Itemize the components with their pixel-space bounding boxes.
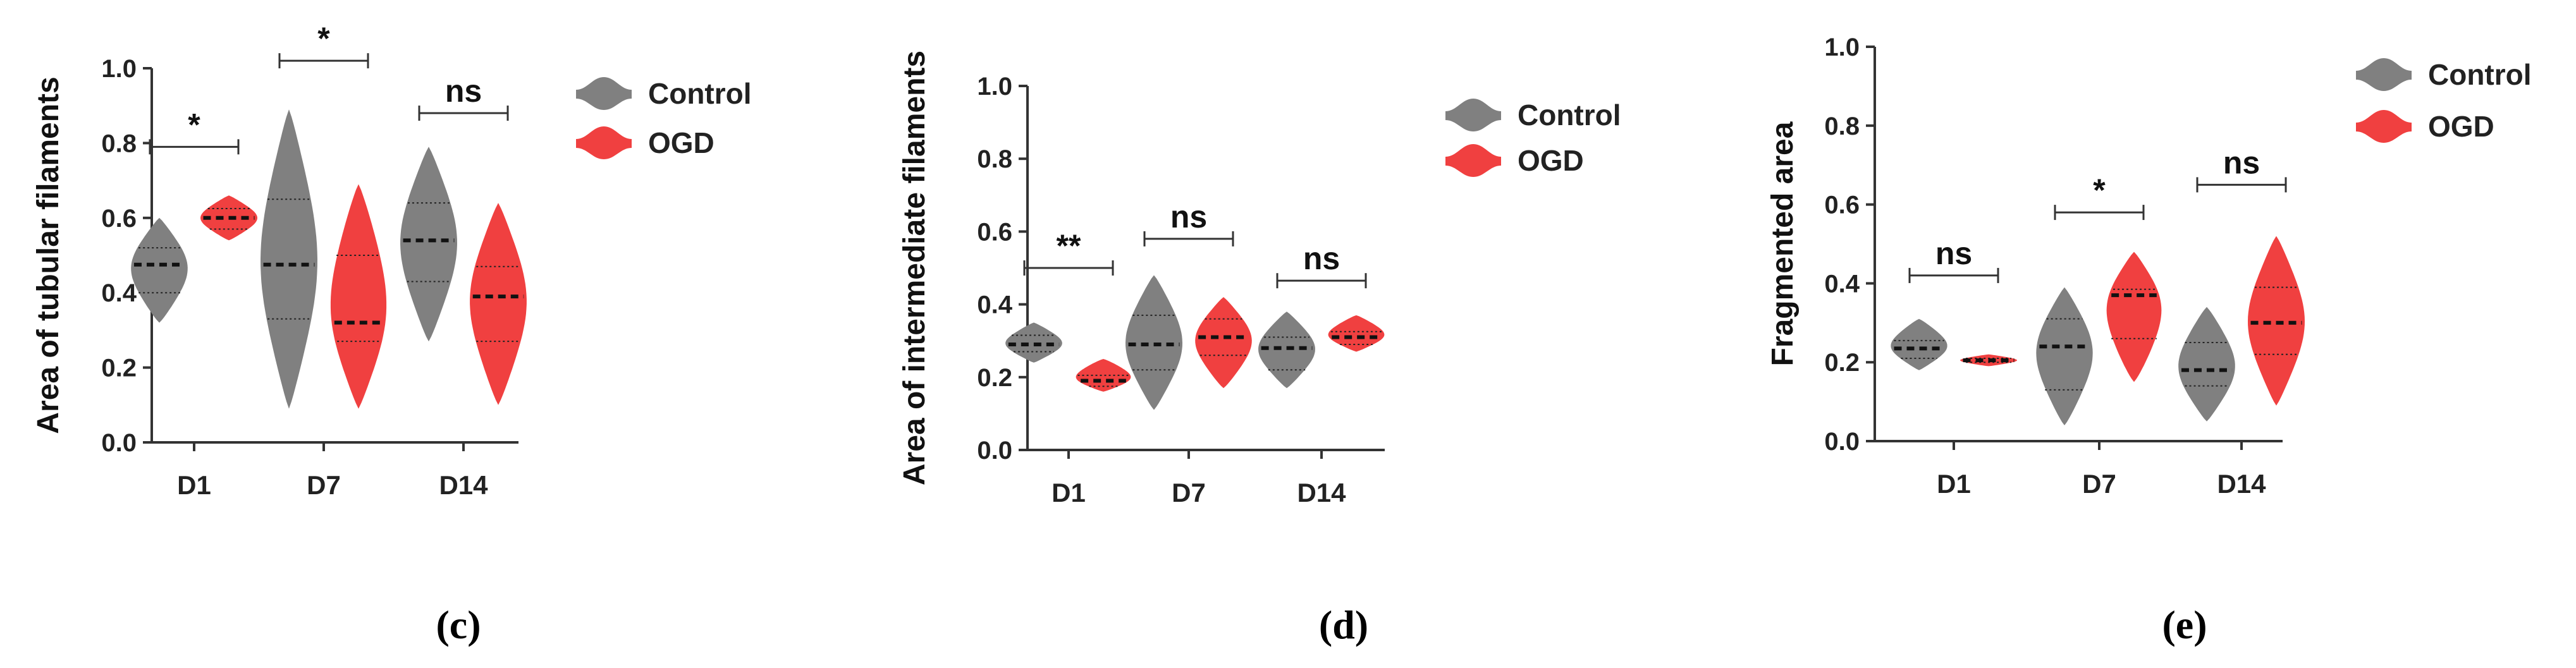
y-tick-label: 0.8	[101, 130, 137, 157]
x-tick-label: D7	[307, 470, 341, 500]
violin-ogd-d7	[2106, 252, 2162, 382]
legend-swatch-ogd	[2356, 110, 2412, 143]
legend-label-ogd: OGD	[1518, 144, 1584, 177]
panel-label: (c)	[436, 602, 481, 647]
panel-d: 0.0 0.2 0.4 0.6 0.8 1.0 D1 D7 D14 Area of interme…	[898, 51, 1621, 647]
y-axis-title: Area of intermediate filaments	[898, 51, 931, 485]
legend-swatch-ogd	[576, 126, 632, 159]
legend-swatch-control	[576, 77, 632, 110]
significance-label: *	[317, 21, 330, 56]
y-tick-label: 0.8	[977, 145, 1012, 173]
significance-label: ns	[1935, 236, 1972, 271]
y-tick-label: 1.0	[101, 55, 137, 83]
y-tick-label: 0.4	[977, 291, 1012, 319]
y-tick-label: 0.2	[977, 364, 1012, 392]
significance-label: ns	[1303, 241, 1340, 276]
violin-ogd-d7	[330, 184, 387, 409]
significance-label: *	[188, 107, 200, 142]
x-tick-label: D14	[2217, 469, 2266, 499]
violin-control-d7	[261, 109, 317, 409]
legend-swatch-ogd	[1445, 144, 1501, 177]
y-tick-label: 0.2	[1824, 349, 1860, 377]
violin-control-d14	[400, 147, 457, 342]
legend-label-control: Control	[1518, 99, 1621, 131]
y-tick-label: 1.0	[977, 73, 1012, 100]
panel-label: (e)	[2162, 602, 2207, 647]
y-axis-title: Area of tubular filaments	[32, 76, 65, 434]
panel-c: 0.0 0.2 0.4 0.6 0.8 1.0 D1 D7 D14 Area of tubular…	[32, 21, 752, 647]
y-axis-title: Fragmented area	[1766, 121, 1800, 366]
y-tick-label: 0.0	[101, 429, 137, 457]
x-tick-label: D7	[2082, 469, 2116, 499]
violin-control-d7	[2036, 287, 2093, 426]
violin-ogd-d14	[2248, 236, 2305, 406]
legend-swatch-control	[2356, 58, 2412, 91]
legend-label-control: Control	[2428, 58, 2532, 91]
violin-control-d1	[1891, 319, 1947, 370]
legend-swatch-control	[1445, 99, 1501, 131]
significance-label: ns	[445, 73, 482, 109]
legend-label-control: Control	[648, 77, 752, 110]
y-tick-label: 0.6	[101, 205, 137, 233]
x-tick-label: D1	[177, 470, 211, 500]
x-tick-label: D14	[439, 470, 488, 500]
y-tick-label: 0.4	[101, 279, 137, 307]
y-tick-label: 0.0	[977, 437, 1012, 465]
significance-label: ns	[2223, 145, 2260, 180]
significance-label: *	[2093, 173, 2106, 208]
y-tick-label: 0.0	[1824, 428, 1860, 456]
significance-label: ns	[1170, 199, 1207, 234]
y-tick-label: 0.8	[1824, 112, 1860, 140]
violin-control-d1	[131, 217, 188, 323]
y-tick-label: 0.4	[1824, 270, 1860, 298]
y-tick-label: 0.6	[1824, 191, 1860, 219]
legend-label-ogd: OGD	[2428, 110, 2494, 143]
y-tick-label: 0.6	[977, 218, 1012, 246]
violin-control-d14	[2178, 307, 2235, 422]
y-tick-label: 1.0	[1824, 33, 1860, 61]
violin-ogd-d14	[1328, 315, 1385, 352]
violin-ogd-d7	[1195, 297, 1252, 389]
violin-ogd-d1	[1076, 359, 1131, 392]
legend-label-ogd: OGD	[648, 126, 715, 159]
panel-label: (d)	[1319, 602, 1368, 647]
y-tick-label: 0.2	[101, 355, 137, 382]
significance-label: **	[1057, 228, 1081, 264]
violin-ogd-d14	[470, 203, 527, 405]
panel-e: 0.0 0.2 0.4 0.6 0.8 1.0 D1 D7 D14 Fragmented area…	[1766, 33, 2532, 647]
x-tick-label: D1	[1937, 469, 1971, 499]
x-tick-label: D14	[1297, 478, 1346, 507]
x-tick-label: D7	[1172, 478, 1206, 507]
x-tick-label: D1	[1052, 478, 1086, 507]
